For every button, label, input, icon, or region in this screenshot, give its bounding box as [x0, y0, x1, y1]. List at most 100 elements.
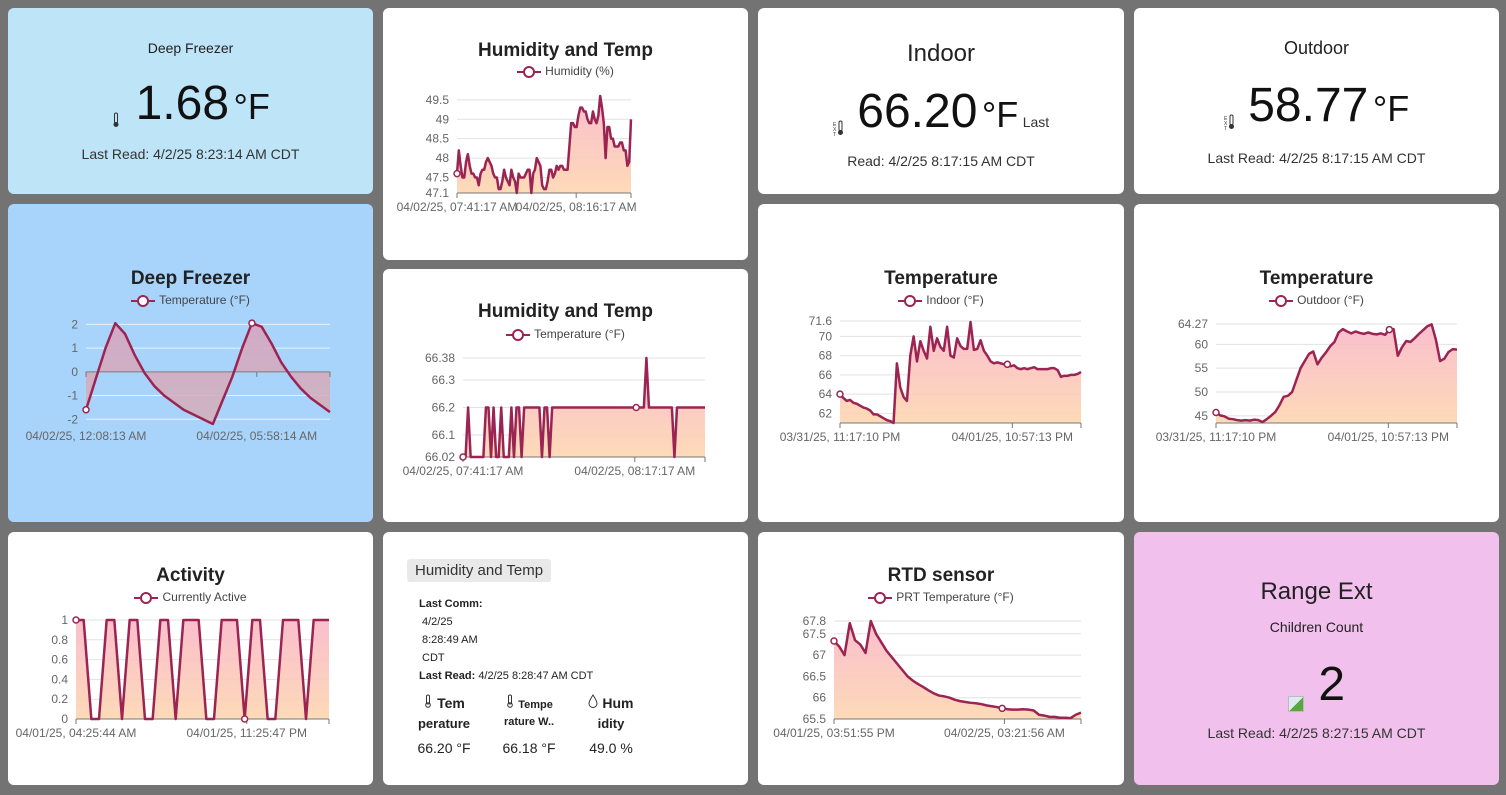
x-tick-label: 04/02/25, 12:08:13 AM [26, 429, 147, 443]
tile-title: Indoor [906, 40, 976, 67]
outdoor-temperature-chart[interactable]: 45 50 55 60 64.27 03/31/25, 11:17:10 PM 04/01/… [1134, 204, 1499, 522]
last-read-label: Last Read: [419, 670, 476, 682]
y-tick-label: 66.3 [432, 373, 456, 387]
unit-label: °F [981, 94, 1019, 135]
legend-marker-icon [868, 591, 893, 604]
y-tick-label: 65.5 [803, 712, 827, 726]
chart-title: Humidity and Temp [478, 40, 653, 61]
y-tick-label: 1 [61, 613, 68, 627]
data-point [248, 319, 256, 327]
temperature-value: 66.20 [857, 85, 978, 138]
y-tick-label: 2 [71, 317, 78, 331]
reading-label: Tem [437, 695, 465, 711]
y-tick-label: 0.6 [51, 653, 68, 667]
x-tick-label: 04/01/25, 11:25:47 PM [187, 726, 308, 740]
chart-legend[interactable]: Outdoor (°F) [1134, 293, 1499, 307]
reading-label: Hum [602, 695, 634, 711]
x-tick-label: 04/02/25, 03:21:56 AM [944, 726, 1065, 740]
legend-label: Indoor (°F) [926, 293, 984, 307]
y-tick-label: 68 [819, 349, 833, 363]
tile-title: Deep Freezer [147, 40, 234, 56]
x-tick-label: 04/02/25, 08:16:17 AM [516, 200, 637, 214]
last-read: Last Read: 4/2/25 8:27:15 AM CDT [1207, 725, 1426, 741]
data-point [82, 406, 90, 414]
y-tick-label: 62 [819, 406, 833, 420]
deep-freezer-chart-tile[interactable]: Deep Freezer Temperature (°F) -2 -1 0 1 2 04/… [8, 204, 373, 522]
y-tick-label: 66 [819, 368, 833, 382]
last-comm-tz: CDT [422, 652, 445, 664]
last-read: Read: 4/2/25 8:17:15 AM CDT [847, 153, 1035, 169]
temperature-value: 58.77 [1248, 79, 1369, 132]
x-tick-label: 03/31/25, 11:17:10 PM [780, 430, 901, 444]
deep-freezer-chart[interactable]: -2 -1 0 1 2 04/02/25, 12:08:13 AM 04/02/25, 05… [8, 204, 373, 522]
y-tick-label: -2 [67, 412, 78, 426]
y-tick-label: 64.27 [1178, 317, 1208, 331]
data-point [453, 169, 461, 178]
chart-legend[interactable]: Temperature (°F) [8, 293, 373, 307]
range-ext-tile[interactable]: Range Ext Children Count 2 Last Read: 4/… [1134, 532, 1499, 785]
y-tick-label: 0 [61, 712, 68, 726]
y-tick-label: 60 [1195, 337, 1209, 351]
deep-freezer-value-tile[interactable]: Deep Freezer 1.68 °F Last Read: 4/2/25 8… [8, 8, 373, 194]
tile-title: Range Ext [1260, 578, 1373, 605]
y-tick-label: 70 [819, 329, 833, 343]
indoor-temperature-chart-tile[interactable]: Temperature Indoor (°F) 62 64 66 68 70 71.6 03… [758, 204, 1124, 522]
comm-info: Last Comm: 4/2/25 8:28:49 AM CDT Last Re… [419, 595, 593, 685]
reading-value: 66.20 °F [417, 740, 471, 756]
last-read-value: 4/2/25 8:28:47 AM CDT [478, 670, 594, 682]
chart-legend[interactable]: Currently Active [8, 590, 373, 604]
y-tick-label: 45 [1195, 409, 1209, 423]
y-tick-label: 66.5 [803, 669, 827, 683]
chart-legend[interactable]: Humidity (%) [383, 64, 748, 78]
humidity-temp-info-tile[interactable]: Humidity and Temp Last Comm: 4/2/25 8:28… [383, 532, 748, 785]
series-area [840, 321, 1081, 423]
unit-label: °F [1372, 88, 1410, 129]
data-point [632, 403, 640, 412]
rtd-sensor-chart-tile[interactable]: RTD sensor PRT Temperature (°F) 65.5 66 66… [758, 532, 1124, 785]
chart-legend[interactable]: Temperature (°F) [383, 327, 748, 341]
chart-legend[interactable]: Indoor (°F) [758, 293, 1124, 307]
humidity-temp-button[interactable]: Humidity and Temp [407, 559, 552, 582]
x-tick-label: 04/02/25, 07:41:17 AM [403, 464, 524, 478]
y-tick-label: 47.1 [426, 186, 450, 200]
temperature-value: 1.68 [135, 77, 230, 130]
y-tick-label: 67 [813, 648, 827, 662]
reading-value: 66.18 °F [502, 740, 556, 756]
svg-text:E: E [1224, 116, 1228, 122]
legend-marker-icon [1269, 294, 1294, 307]
activity-chart-tile[interactable]: Activity Currently Active 0 0.2 0.4 0.6 0.8 1… [8, 532, 373, 785]
y-tick-label: 66.1 [432, 428, 456, 442]
last-read: Last Read: 4/2/25 8:17:15 AM CDT [1207, 150, 1426, 166]
y-tick-label: 66 [813, 691, 827, 705]
chart-legend[interactable]: PRT Temperature (°F) [758, 590, 1124, 604]
humidity-chart-tile[interactable]: Humidity and Temp Humidity (%) 47.1 47.5 4… [383, 8, 748, 260]
legend-label: PRT Temperature (°F) [896, 590, 1014, 604]
humidity-chart[interactable]: 47.1 47.5 48 48.5 49 49.5 04/02/25, 07:41:17 A… [383, 8, 748, 260]
rtd-sensor-chart[interactable]: 65.5 66 66.5 67 67.567.8 04/01/25, 03:51:55 P… [758, 532, 1124, 785]
value-row: 2 [1134, 657, 1499, 712]
outdoor-temperature-chart-tile[interactable]: Temperature Outdoor (°F) 45 50 55 60 64.27 03… [1134, 204, 1499, 522]
hum-temp-temperature-chart-tile[interactable]: Humidity and Temp Temperature (°F) 66.02… [383, 269, 748, 522]
reading-label-cont: perature [417, 716, 471, 731]
y-tick-label: 0.2 [51, 692, 68, 706]
data-point [1003, 360, 1012, 369]
data-point [459, 453, 467, 461]
series-line [839, 320, 1082, 425]
hum-temp-temperature-chart[interactable]: 66.02 66.1 66.2 66.3 66.38 04/02/25, 07:41:17… [383, 269, 748, 522]
activity-chart[interactable]: 0 0.2 0.4 0.6 0.8 1 04/01/25, 04:25:44 AM 04/01… [8, 532, 373, 785]
y-tick-label: 48.5 [426, 132, 450, 146]
y-tick-label: 1 [71, 341, 78, 355]
y-tick-label: 49 [436, 112, 450, 126]
tile-subtitle: Children Count [1269, 619, 1364, 635]
svg-text:X: X [1224, 121, 1228, 127]
reading-label: Tempe [518, 699, 553, 711]
last-comm-label: Last Comm: [419, 598, 483, 610]
last-read: Last Read: 4/2/25 8:23:14 AM CDT [81, 146, 300, 162]
series-area [1216, 324, 1457, 423]
x-tick-label: 04/01/25, 04:25:44 AM [16, 726, 137, 740]
series-line [76, 618, 329, 721]
